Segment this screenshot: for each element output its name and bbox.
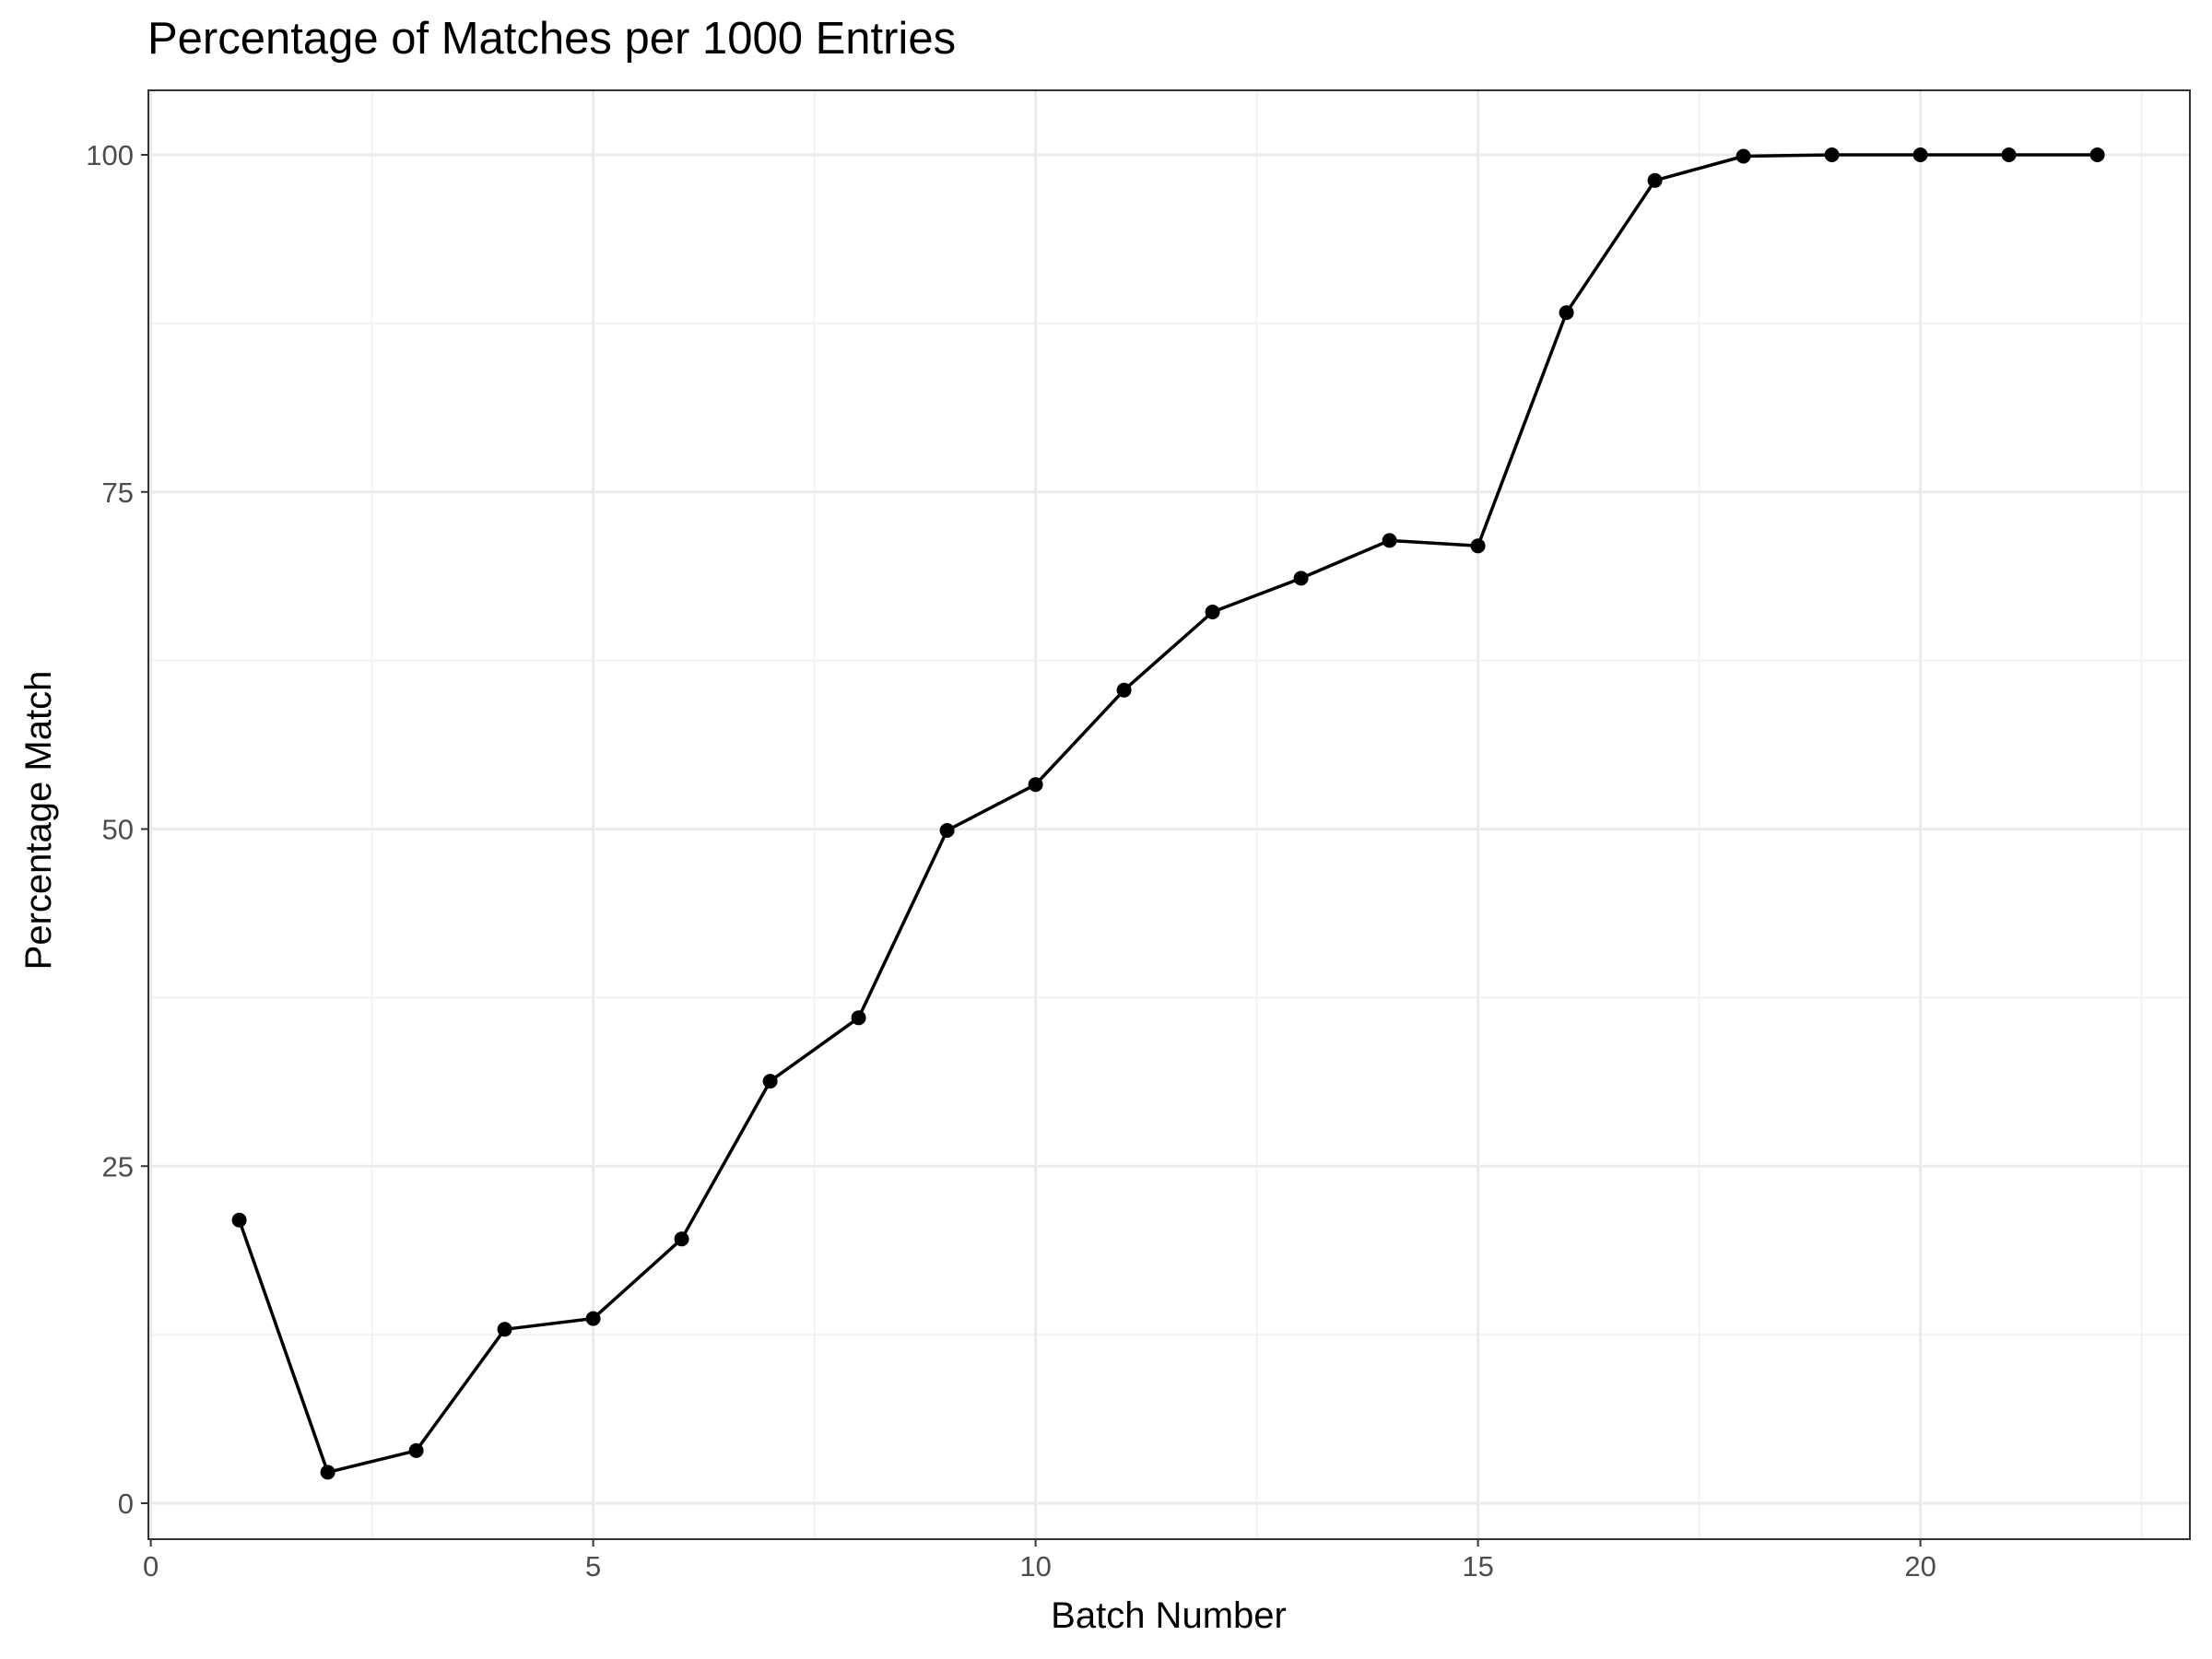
data-point — [1647, 172, 1663, 188]
grid — [148, 90, 2190, 1539]
data-points — [231, 147, 2105, 1480]
data-point — [1293, 571, 1309, 586]
x-axis-title: Batch Number — [1051, 1595, 1287, 1636]
series-line — [237, 153, 2098, 1475]
data-point — [939, 823, 955, 838]
data-point — [497, 1322, 512, 1337]
data-point — [1735, 148, 1751, 164]
axis-ticks: 0 5 10 15 20 0 25 50 75 100 — [86, 139, 1936, 1583]
data-point — [2089, 147, 2105, 162]
data-point — [1470, 538, 1486, 554]
panel-border — [147, 89, 2191, 1540]
y-tick-label: 100 — [86, 139, 134, 171]
y-tick-label: 75 — [102, 477, 134, 509]
data-point — [1116, 682, 1132, 698]
data-point — [1824, 147, 1840, 162]
y-tick-label: 50 — [102, 814, 134, 846]
x-tick-label: 10 — [1019, 1550, 1051, 1583]
data-point — [1559, 305, 1574, 321]
data-point — [851, 1010, 866, 1026]
data-point — [408, 1442, 424, 1458]
x-tick-label: 15 — [1462, 1550, 1493, 1583]
data-point — [762, 1074, 778, 1089]
data-point — [585, 1311, 601, 1326]
data-point — [1382, 533, 1397, 548]
x-tick-label: 5 — [585, 1550, 601, 1583]
x-tick-label: 0 — [143, 1550, 159, 1583]
data-point — [1028, 777, 1043, 793]
y-axis-title: Percentage Match — [18, 671, 59, 971]
y-tick-label: 25 — [102, 1150, 134, 1182]
y-tick-label: 0 — [118, 1488, 134, 1520]
data-point — [1205, 605, 1220, 619]
data-point — [1912, 147, 1928, 162]
data-point — [320, 1465, 335, 1480]
data-point — [674, 1231, 689, 1247]
data-point — [231, 1212, 247, 1228]
x-tick-label: 20 — [1904, 1550, 1936, 1583]
chart-title: Percentage of Matches per 1000 Entries — [147, 14, 956, 64]
data-point — [2001, 147, 2017, 162]
